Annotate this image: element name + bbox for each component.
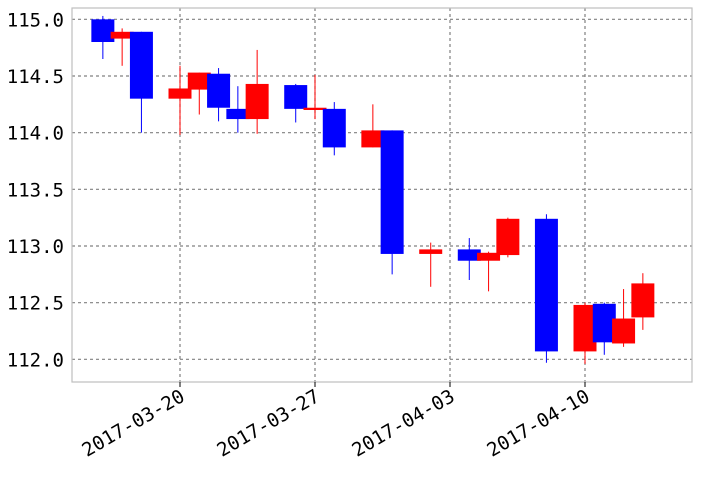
x-tick-label: 2017-04-03 <box>348 385 458 461</box>
y-tick-label: 114.0 <box>7 123 64 145</box>
candle-body-down <box>592 303 616 343</box>
candle-body-down <box>534 218 558 352</box>
candle-body-up <box>477 252 501 261</box>
candle-layer <box>91 15 655 364</box>
candle-body-up <box>168 88 192 99</box>
y-tick-label: 113.0 <box>7 236 64 258</box>
candle-body-down <box>284 85 308 109</box>
candle-body-up <box>612 318 636 344</box>
candle-body-down <box>322 108 346 148</box>
candle-body-up <box>496 218 520 256</box>
candle-body-up <box>187 72 211 90</box>
y-tick-label: 114.5 <box>7 66 64 88</box>
x-tick-label: 2017-03-20 <box>78 385 188 461</box>
candle-body-up <box>573 304 597 352</box>
grid-layer <box>72 8 692 382</box>
candle-body-up <box>361 130 385 148</box>
y-tick-label: 115.0 <box>7 9 64 31</box>
candle-body-down <box>91 19 115 42</box>
candle-body-up <box>245 83 269 120</box>
candle-body-up <box>631 283 655 318</box>
y-tick-label: 113.5 <box>7 179 64 201</box>
x-axis: 2017-03-20 2017-03-27 2017-04-03 2017-04-10 <box>78 382 594 462</box>
candle-body-down <box>380 130 404 254</box>
candle-body-down <box>457 249 481 261</box>
candle-body-down <box>129 31 153 99</box>
plot-frame <box>71 7 693 383</box>
candle-body-up <box>110 31 134 39</box>
y-tick-label: 112.0 <box>7 349 64 371</box>
y-axis: 112.0 112.5 113.0 113.5 114.0 114.5 115.0 <box>7 9 64 371</box>
candle-body-down <box>226 108 250 120</box>
candle-body-down <box>207 73 231 108</box>
candle-body-up <box>303 107 327 110</box>
x-tick-label: 2017-03-27 <box>213 385 323 461</box>
y-tick-label: 112.5 <box>7 293 64 315</box>
x-tick-label: 2017-04-10 <box>483 385 593 461</box>
candle-body-up <box>419 249 443 254</box>
